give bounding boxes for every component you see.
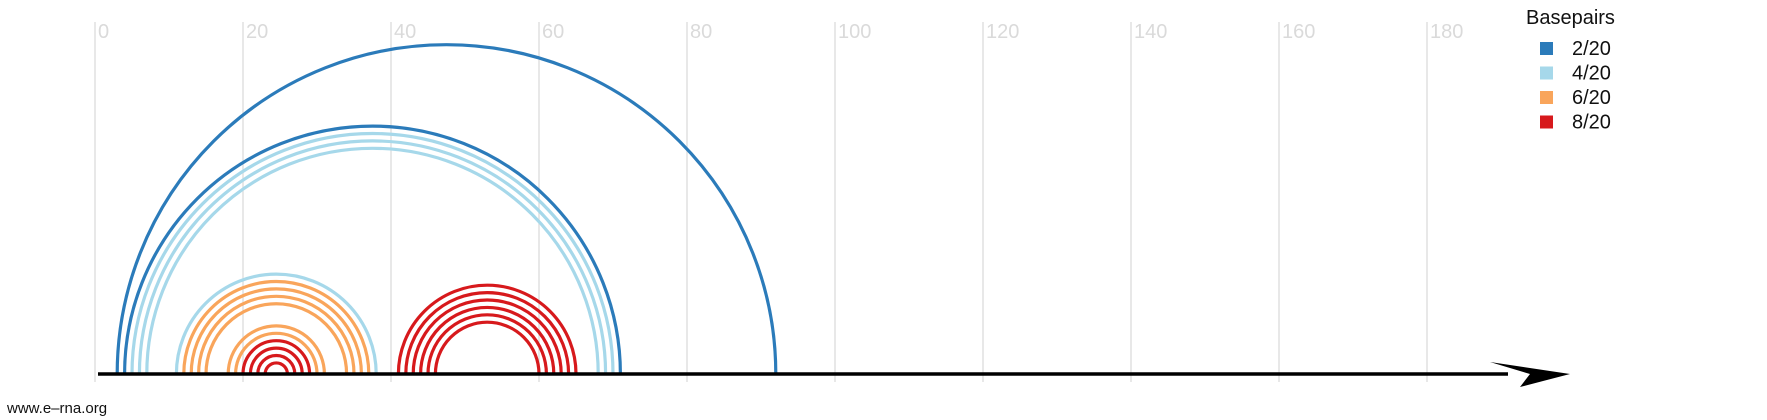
basepair-arc (145, 146, 600, 375)
basepair-arc (433, 320, 541, 375)
basepair-arc (182, 279, 371, 375)
legend-swatch (1540, 42, 1553, 55)
x-tick-label: 40 (394, 21, 416, 43)
x-tick-label: 80 (690, 21, 712, 43)
basepair-arc (226, 324, 326, 375)
basepair-arc (248, 346, 304, 375)
legend-label: 8/20 (1572, 112, 1611, 134)
legend-label: 6/20 (1572, 87, 1611, 109)
sequence-axis (98, 362, 1570, 387)
basepair-arc (204, 302, 349, 375)
x-tick-label: 0 (98, 21, 109, 43)
legend-swatch (1540, 115, 1553, 129)
arcs (115, 43, 778, 375)
basepair-arc (419, 305, 556, 375)
basepair-arc (241, 339, 312, 375)
basepair-arc (411, 298, 563, 375)
basepair-arc (263, 361, 289, 375)
x-tick-label: 60 (542, 21, 564, 43)
basepair-arc (404, 291, 571, 375)
basepair-arc (115, 43, 778, 375)
basepair-arc (123, 124, 622, 375)
x-tick-label: 180 (1430, 21, 1463, 43)
basepair-arc (197, 294, 356, 375)
legend-title: Basepairs (1526, 7, 1615, 29)
x-tick-label: 120 (986, 21, 1019, 43)
basepair-arc (256, 353, 297, 375)
legend-swatch (1540, 66, 1553, 80)
legend-swatch (1540, 91, 1553, 104)
x-tick-label: 100 (838, 21, 871, 43)
basepair-arc (130, 131, 615, 375)
legend-label: 4/20 (1572, 63, 1611, 85)
legend-label: 2/20 (1572, 38, 1611, 60)
basepair-arc (396, 283, 578, 375)
x-tick-label: 20 (246, 21, 268, 43)
basepair-arc (137, 139, 608, 375)
x-tick-label: 160 (1282, 21, 1315, 43)
x-tick-label: 140 (1134, 21, 1167, 43)
basepair-arc (189, 287, 363, 375)
footer-credit: www.e–rna.org (7, 400, 108, 417)
axis-arrowhead (1490, 362, 1570, 387)
basepair-arc (234, 331, 319, 375)
basepair-arc (174, 272, 378, 375)
grid: 0 20 40 60 80 100 120 140 160 180 (94, 21, 1463, 382)
basepair-arc (426, 313, 548, 375)
legend: Basepairs 2/20 4/206/20 8/20 (1526, 7, 1615, 134)
